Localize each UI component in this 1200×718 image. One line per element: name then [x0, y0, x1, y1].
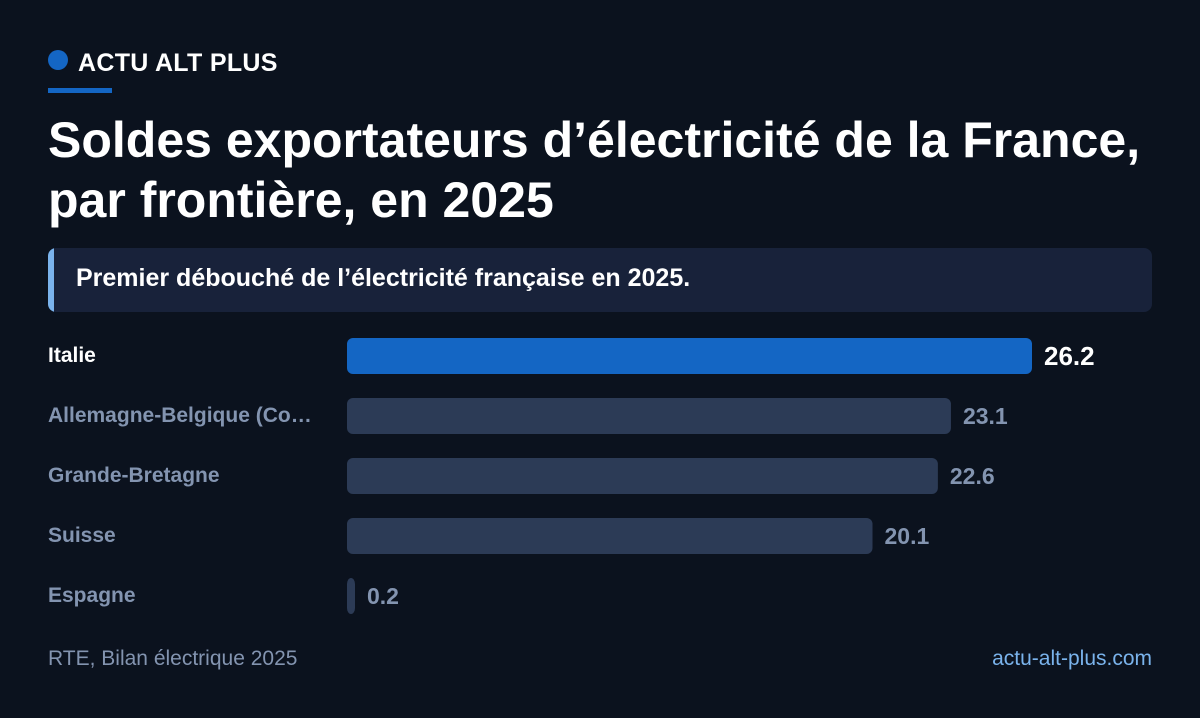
chart-subtitle: Premier débouché de l’électricité frança… [76, 264, 691, 292]
value-label: 26.2 [1044, 341, 1095, 371]
brand-dot-icon [48, 50, 68, 70]
brand: ACTU ALT PLUS [48, 48, 278, 78]
bar [347, 458, 938, 494]
site-link[interactable]: actu-alt-plus.com [992, 647, 1152, 670]
chart-title: Soldes exportateurs d’électricité de la … [48, 112, 1141, 228]
subtitle-accent-bar [48, 248, 54, 312]
value-label: 0.2 [367, 583, 399, 609]
category-label: Grande-Bretagne [48, 464, 220, 487]
category-label: Suisse [48, 524, 116, 547]
brand-underline [48, 88, 112, 93]
bar [347, 338, 1032, 374]
value-label: 23.1 [963, 403, 1008, 429]
subtitle-panel: Premier débouché de l’électricité frança… [48, 248, 1152, 312]
brand-name: ACTU ALT PLUS [78, 48, 278, 77]
bar [347, 398, 951, 434]
value-label: 22.6 [950, 463, 995, 489]
category-label: Italie [48, 344, 96, 367]
bar [347, 578, 355, 614]
category-label: Allemagne-Belgique (Co… [48, 404, 312, 427]
bar [347, 518, 873, 554]
category-label: Espagne [48, 584, 136, 607]
source-note: RTE, Bilan électrique 2025 [48, 647, 298, 670]
value-label: 20.1 [885, 523, 930, 549]
